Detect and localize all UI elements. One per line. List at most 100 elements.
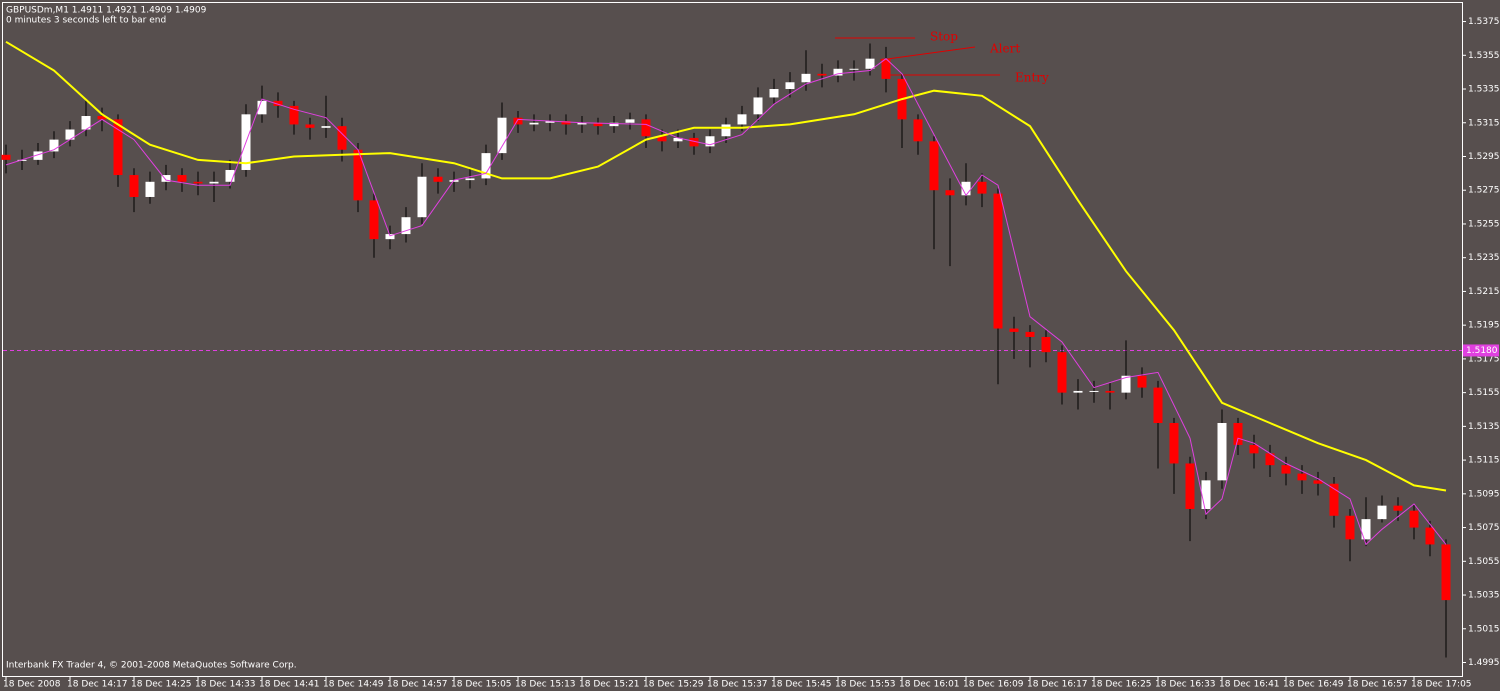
- candle-body: [769, 89, 779, 98]
- candle-body: [385, 234, 395, 240]
- x-tick-label: 18 Dec 16:33: [1155, 680, 1216, 690]
- candle-body: [801, 73, 811, 83]
- candle-body: [81, 116, 91, 130]
- candle-body: [913, 119, 923, 142]
- y-tick-label: 1.5375: [1468, 17, 1500, 27]
- x-tick-label: 18 Dec 16:41: [1219, 680, 1280, 690]
- candle-body: [1025, 331, 1035, 337]
- candle-body: [593, 122, 603, 127]
- candle-body: [1361, 519, 1371, 540]
- x-tick-label: 18 Dec 15:53: [835, 680, 896, 690]
- candle-body: [1201, 480, 1211, 510]
- x-tick-label: 18 Dec 15:29: [643, 680, 704, 690]
- candle-body: [177, 175, 187, 182]
- x-tick-label: 18 Dec 14:17: [67, 680, 128, 690]
- y-tick-label: 1.5155: [1468, 388, 1500, 398]
- x-tick-label: 18 Dec 17:05: [1411, 680, 1472, 690]
- candle-body: [929, 141, 939, 191]
- plot-frame: [2, 2, 1463, 677]
- candle-body: [785, 82, 795, 90]
- y-tick-label: 1.4995: [1468, 658, 1500, 668]
- y-tick-label: 1.5355: [1468, 51, 1500, 61]
- candle-body: [1409, 510, 1419, 528]
- candle-body: [1329, 483, 1339, 516]
- candle-body: [145, 181, 155, 197]
- candle-body: [561, 121, 571, 125]
- candle-body: [833, 68, 843, 76]
- candle-body: [753, 97, 763, 115]
- y-tick-label: 1.5295: [1468, 152, 1500, 162]
- candle-body: [17, 159, 27, 161]
- candle-body: [1009, 328, 1019, 332]
- candle-body: [113, 119, 123, 176]
- candle-body: [209, 181, 219, 184]
- candle-body: [1425, 527, 1435, 545]
- x-tick-label: 18 Dec 14:25: [131, 680, 192, 690]
- candle-body: [721, 124, 731, 137]
- candle-body: [865, 58, 875, 69]
- x-tick-label: 18 Dec 15:45: [771, 680, 832, 690]
- x-tick-label: 18 Dec 14:49: [323, 680, 384, 690]
- x-tick-label: 18 Dec 16:25: [1091, 680, 1152, 690]
- candle-body: [257, 100, 267, 115]
- candle-body: [881, 58, 891, 79]
- x-tick-label: 18 Dec 16:57: [1347, 680, 1408, 690]
- candle-body: [1121, 375, 1131, 393]
- candle-body: [305, 124, 315, 128]
- x-tick-label: 18 Dec 16:49: [1283, 680, 1344, 690]
- candle-body: [1041, 336, 1051, 353]
- price-label-box: [1463, 344, 1499, 357]
- candle-body: [161, 175, 171, 182]
- y-tick-label: 1.5175: [1468, 354, 1500, 364]
- moving-average: [5, 58, 1447, 546]
- chart-subtitle: 0 minutes 3 seconds left to bar end: [6, 16, 166, 26]
- candle-body: [1, 154, 11, 160]
- candle-body: [65, 129, 75, 140]
- candle-body: [33, 151, 43, 160]
- candle-body: [1393, 505, 1403, 511]
- x-tick-label: 18 Dec 14:33: [195, 680, 256, 690]
- y-tick-label: 1.5195: [1468, 321, 1500, 331]
- y-tick-label: 1.5215: [1468, 287, 1500, 297]
- candle-body: [1073, 390, 1083, 393]
- candle-body: [1057, 352, 1067, 393]
- candle-body: [321, 126, 331, 128]
- candle-body: [625, 119, 635, 123]
- candle-body: [689, 137, 699, 147]
- candle-body: [945, 190, 955, 196]
- y-tick-label: 1.5335: [1468, 85, 1500, 95]
- y-tick-label: 1.5015: [1468, 624, 1500, 634]
- y-tick-label: 1.5135: [1468, 422, 1500, 432]
- x-tick-label: 18 Dec 16:01: [899, 680, 960, 690]
- x-tick-label: 18 Dec 16:09: [963, 680, 1024, 690]
- annotation: Entry: [1015, 71, 1049, 85]
- candle-body: [465, 178, 475, 181]
- candle-body: [481, 153, 491, 179]
- alert-line: [879, 46, 976, 61]
- candle-body: [1377, 505, 1387, 520]
- candle-body: [1297, 473, 1307, 481]
- candle-body: [337, 126, 347, 150]
- candle-body: [1345, 515, 1355, 540]
- candle-body: [609, 122, 619, 127]
- annotation: Alert: [989, 42, 1020, 56]
- price-label: 1.5180: [1466, 346, 1498, 356]
- candle-body: [1105, 390, 1115, 393]
- candle-body: [193, 181, 203, 184]
- y-tick-label: 1.5075: [1468, 523, 1500, 533]
- candles: [1, 43, 1451, 658]
- candle-body: [49, 139, 59, 152]
- candle-body: [129, 175, 139, 197]
- candle-body: [369, 200, 379, 240]
- candle-body: [1281, 465, 1291, 474]
- candle-body: [433, 176, 443, 182]
- y-tick-label: 1.5255: [1468, 219, 1500, 229]
- annotation: Stop: [930, 30, 958, 44]
- candle-body: [993, 193, 1003, 329]
- candle-body: [1441, 544, 1451, 601]
- candle-body: [1313, 480, 1323, 484]
- x-tick-label: 18 Dec 15:37: [707, 680, 768, 690]
